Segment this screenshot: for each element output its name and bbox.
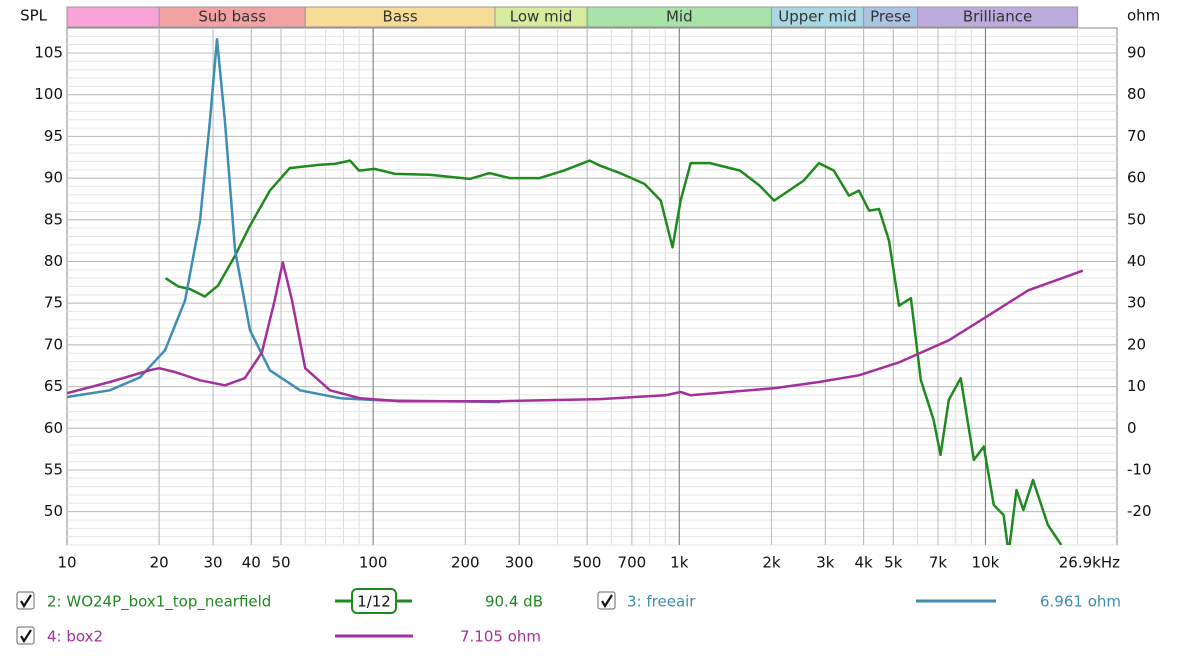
band-label: Brilliance xyxy=(963,8,1032,26)
x-tick-label: 100 xyxy=(359,554,388,572)
y-axis-label: SPL xyxy=(20,7,48,25)
y-tick-label: 85 xyxy=(44,210,63,228)
y2-tick-label: 80 xyxy=(1127,85,1146,103)
series-line xyxy=(164,159,1063,545)
x-tick-label: 10 xyxy=(57,554,76,572)
band-label: Prese xyxy=(870,8,911,26)
y-tick-label: 95 xyxy=(44,127,63,145)
legend-readout: 6.961 ohm xyxy=(1040,593,1121,611)
checkbox[interactable] xyxy=(597,591,616,610)
y-tick-label: 80 xyxy=(44,252,63,270)
y2-tick-label: 0 xyxy=(1127,419,1137,437)
x-tick-label: 26.9kHz xyxy=(1059,554,1120,572)
x-tick-label: 30 xyxy=(204,554,223,572)
y2-tick-label: 40 xyxy=(1127,252,1146,270)
band-label: Low mid xyxy=(510,8,573,26)
y2-tick-label: 90 xyxy=(1127,44,1146,62)
checkmark xyxy=(20,629,32,644)
y-tick-label: 100 xyxy=(34,85,63,103)
series-group xyxy=(67,38,1084,545)
x-tick-label: 3k xyxy=(816,554,835,572)
y-tick-label: 65 xyxy=(44,377,63,395)
smoothing-box[interactable] xyxy=(351,588,397,614)
checkbox[interactable] xyxy=(16,591,35,610)
band xyxy=(917,6,1079,28)
band-label: Bass xyxy=(383,8,418,26)
y-tick-label: 70 xyxy=(44,335,63,353)
x-tick-label: 4k xyxy=(854,554,873,572)
y2-tick-label: 20 xyxy=(1127,335,1146,353)
legend-readout: 7.105 ohm xyxy=(460,628,541,646)
band xyxy=(66,6,160,28)
y2-tick-label: 50 xyxy=(1127,210,1146,228)
y-tick-label: 75 xyxy=(44,294,63,312)
band-label: Mid xyxy=(666,8,693,26)
band-label: Sub bass xyxy=(198,8,266,26)
y2-tick-label: 10 xyxy=(1127,377,1146,395)
y2-tick-label: -10 xyxy=(1127,460,1152,478)
legend-label: 3: freeair xyxy=(627,593,696,611)
y2-tick-label: 70 xyxy=(1127,127,1146,145)
y-tick-label: 50 xyxy=(44,502,63,520)
y2-tick-label: 60 xyxy=(1127,169,1146,187)
checkmark xyxy=(601,594,613,609)
frequency-bands: Sub bass Bass Low mid Mid Upper mid Prese Bril… xyxy=(66,6,1079,28)
x-tick-label: 10k xyxy=(972,554,1000,572)
checkbox[interactable] xyxy=(16,626,35,645)
legend-label: 2: WO24P_box1_top_nearfield xyxy=(47,593,271,612)
x-tick-label: 1k xyxy=(670,554,689,572)
x-tick-label: 7k xyxy=(929,554,948,572)
x-tick-label: 2k xyxy=(762,554,781,572)
y-tick-label: 90 xyxy=(44,169,63,187)
y2-tick-label: -20 xyxy=(1127,502,1152,520)
x-tick-label: 700 xyxy=(618,554,647,572)
x-tick-label: 300 xyxy=(505,554,534,572)
y-tick-label: 105 xyxy=(34,44,63,62)
x-tick-label: 200 xyxy=(451,554,480,572)
y-tick-label: 55 xyxy=(44,460,63,478)
legend-label: 4: box2 xyxy=(47,628,103,646)
x-tick-label: 40 xyxy=(242,554,261,572)
x-tick-label: 50 xyxy=(271,554,290,572)
y2-tick-label: 30 xyxy=(1127,294,1146,312)
y-tick-label: 60 xyxy=(44,419,63,437)
smoothing-label: 1/12 xyxy=(357,593,391,611)
legend-readout: 90.4 dB xyxy=(485,593,543,611)
x-tick-label: 20 xyxy=(150,554,169,572)
band-label: Upper mid xyxy=(778,8,857,26)
series-line xyxy=(67,261,1084,403)
x-tick-label: 5k xyxy=(884,554,903,572)
series-line xyxy=(67,38,501,404)
y2-axis-label: ohm xyxy=(1127,7,1160,25)
x-tick-label: 500 xyxy=(573,554,602,572)
checkmark xyxy=(20,594,32,609)
